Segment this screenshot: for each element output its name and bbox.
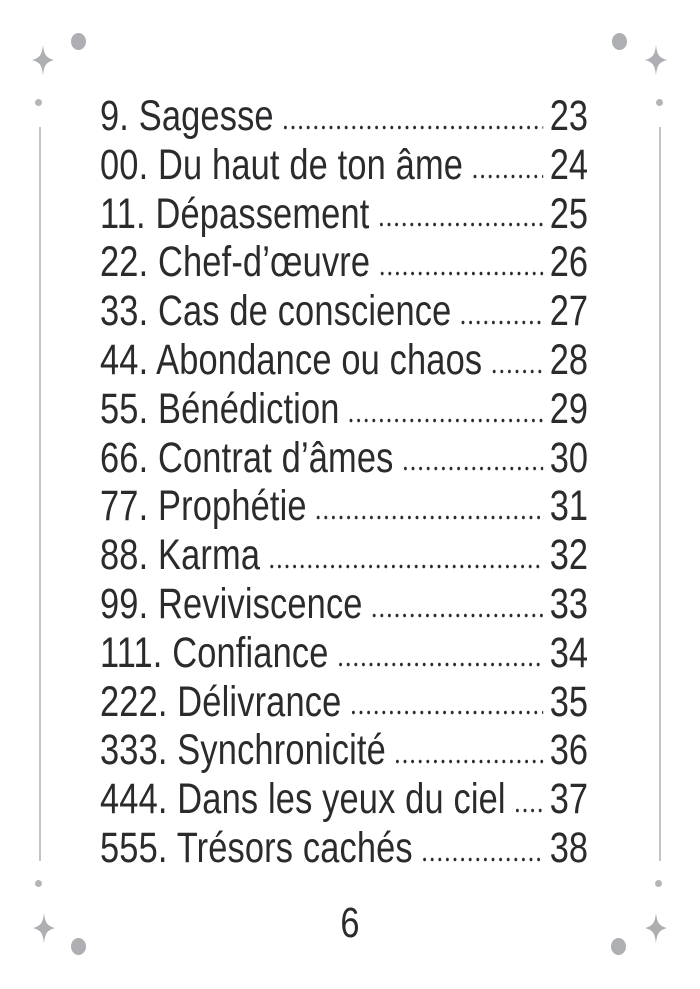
dot-leader — [370, 612, 544, 618]
large-dot-icon — [612, 33, 627, 50]
toc-entry-title: 00. Du haut de ton âme — [100, 140, 464, 189]
toc-entry: 33. Cas de conscience 27 — [100, 287, 588, 336]
toc-entry: 77. Prophétie 31 — [100, 482, 588, 531]
toc-entry-page-number: 24 — [549, 140, 588, 189]
toc-entry-title: 33. Cas de conscience — [100, 287, 452, 336]
toc-entry-page-number: 25 — [549, 189, 588, 238]
toc-entry: 00. Du haut de ton âme 24 — [100, 141, 588, 190]
dot-leader — [490, 368, 544, 374]
small-dot-icon — [656, 99, 663, 106]
sparkle-icon — [33, 911, 55, 945]
page-footer: 6 — [0, 899, 700, 947]
toc-entry: 44. Abondance ou chaos 28 — [100, 336, 588, 385]
dot-leader — [281, 124, 544, 130]
dot-leader — [420, 856, 544, 862]
toc-entry-page-number: 26 — [549, 238, 588, 287]
small-dot-icon — [35, 880, 42, 887]
large-dot-icon — [71, 33, 86, 50]
page-border-line-left — [39, 127, 41, 861]
toc-entry-page-number: 23 — [549, 92, 588, 140]
dot-leader — [268, 563, 544, 569]
table-of-contents: 9. Sagesse 23 00. Du haut de ton âme 24 … — [100, 92, 588, 873]
toc-entry-title: 44. Abondance ou chaos — [100, 335, 483, 384]
toc-entry-title: 111. Confiance — [100, 628, 329, 677]
folio-page-number: 6 — [340, 899, 360, 947]
toc-entry: 333. Synchronicité 36 — [100, 726, 588, 775]
dot-leader — [393, 759, 544, 765]
dot-leader — [347, 417, 544, 423]
page-border-line-right — [659, 127, 661, 861]
dot-leader — [471, 173, 544, 179]
toc-entry: 88. Karma 32 — [100, 531, 588, 580]
sparkle-icon — [645, 911, 667, 945]
toc-entry-title: 55. Bénédiction — [100, 384, 340, 433]
toc-entry: 444. Dans les yeux du ciel 37 — [100, 775, 588, 824]
toc-entry-page-number: 34 — [549, 628, 588, 677]
toc-entry: 222. Délivrance 35 — [100, 678, 588, 727]
toc-entry-page-number: 38 — [549, 823, 588, 872]
toc-entry-page-number: 33 — [549, 579, 588, 628]
toc-entry-title: 11. Dépassement — [100, 189, 370, 238]
toc-entry-page-number: 29 — [549, 384, 588, 433]
toc-entry-page-number: 36 — [549, 726, 588, 775]
toc-entry: 22. Chef-d’œuvre 26 — [100, 238, 588, 287]
dot-leader — [401, 466, 544, 472]
toc-entry-title: 77. Prophétie — [100, 482, 307, 531]
toc-entry-page-number: 35 — [549, 677, 588, 726]
toc-entry: 55. Bénédiction 29 — [100, 385, 588, 434]
toc-entry: 66. Contrat d’âmes 30 — [100, 434, 588, 483]
toc-entry-page-number: 30 — [549, 433, 588, 482]
toc-entry-title: 333. Synchronicité — [100, 726, 386, 775]
dot-leader — [314, 515, 544, 521]
dot-leader — [377, 222, 544, 228]
toc-entry-page-number: 32 — [549, 531, 588, 580]
toc-entry-page-number: 31 — [549, 482, 588, 531]
toc-entry-page-number: 27 — [549, 287, 588, 336]
small-dot-icon — [35, 99, 42, 106]
toc-entry-title: 99. Reviviscence — [100, 579, 363, 628]
toc-entry-page-number: 37 — [549, 775, 588, 824]
toc-entry-title: 88. Karma — [100, 531, 261, 580]
dot-leader — [336, 661, 544, 667]
toc-entry: 11. Dépassement 25 — [100, 190, 588, 239]
dot-leader — [513, 807, 544, 813]
toc-entry-title: 66. Contrat d’âmes — [100, 433, 394, 482]
small-dot-icon — [655, 880, 662, 887]
large-dot-icon — [71, 938, 86, 955]
dot-leader — [459, 319, 544, 325]
dot-leader — [349, 710, 544, 716]
toc-entry-title: 555. Trésors cachés — [100, 823, 413, 872]
toc-entry: 555. Trésors cachés 38 — [100, 824, 588, 873]
toc-entry-page-number: 28 — [549, 335, 588, 384]
dot-leader — [378, 271, 544, 277]
sparkle-icon — [32, 44, 54, 76]
toc-entry-title: 9. Sagesse — [100, 92, 274, 140]
toc-entry: 9. Sagesse 23 — [100, 92, 588, 141]
toc-entry-title: 22. Chef-d’œuvre — [100, 238, 371, 287]
large-dot-icon — [611, 938, 626, 955]
sparkle-icon — [645, 44, 667, 76]
toc-entry: 99. Reviviscence 33 — [100, 580, 588, 629]
toc-entry-title: 444. Dans les yeux du ciel — [100, 775, 506, 824]
toc-entry: 111. Confiance 34 — [100, 629, 588, 678]
toc-entry-title: 222. Délivrance — [100, 677, 342, 726]
